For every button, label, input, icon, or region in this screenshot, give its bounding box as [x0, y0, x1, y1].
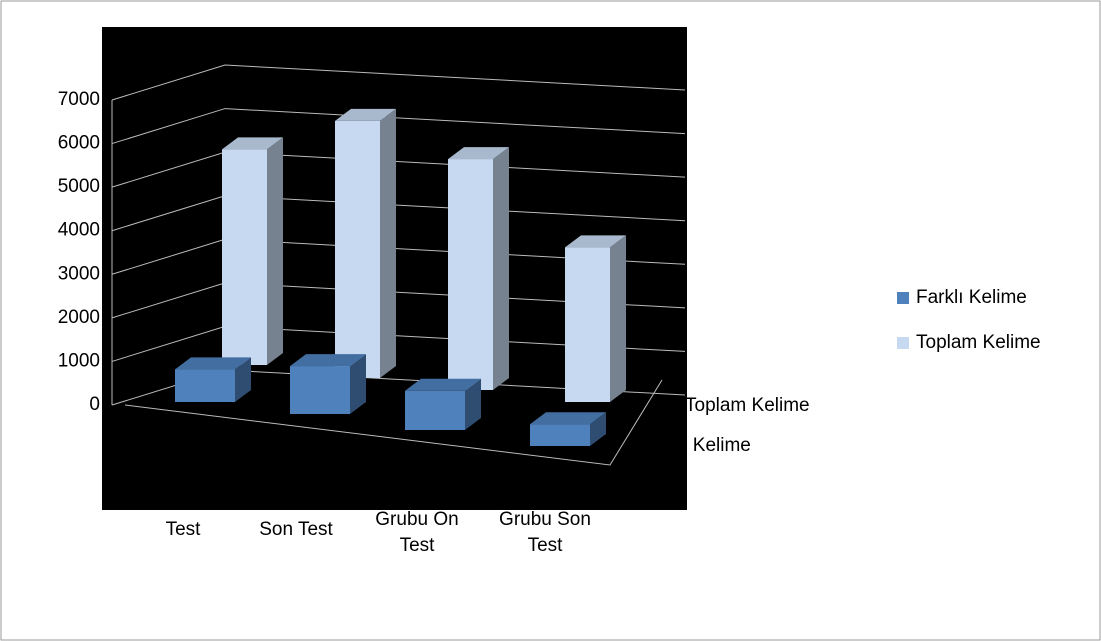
bar	[405, 390, 465, 430]
bar	[222, 149, 267, 365]
x-tick-label: Test	[166, 519, 202, 540]
bar-side	[235, 357, 251, 402]
legend-swatch	[897, 337, 909, 349]
bar-top	[175, 357, 251, 370]
bar	[290, 366, 350, 414]
bar	[530, 424, 590, 446]
bar-top	[405, 378, 481, 391]
bar-top	[448, 147, 509, 160]
x-tick-label: Grubu Son Test	[499, 509, 591, 556]
bar-top	[222, 137, 283, 150]
floor-edge	[124, 379, 663, 466]
y-tick-label: 3000	[58, 263, 100, 284]
bar-top	[565, 235, 626, 248]
bar-top	[290, 354, 366, 367]
bar-side	[380, 108, 396, 378]
depth-label: Farklı Kelime	[640, 435, 751, 456]
bar-side	[493, 147, 509, 390]
bar-side	[350, 354, 366, 414]
depth-label: Toplam Kelime	[685, 395, 810, 416]
y-tick-label: 4000	[58, 220, 100, 241]
grid-line	[111, 108, 686, 145]
bar-side	[590, 412, 606, 446]
bar	[565, 247, 610, 402]
x-tick-label: Grubu On Test	[375, 509, 458, 556]
bar-side	[465, 378, 481, 430]
y-tick-label: 0	[89, 394, 100, 415]
bar	[448, 159, 493, 390]
y-tick-label: 1000	[58, 350, 100, 371]
legend-label: Farklı Kelime	[916, 287, 1027, 308]
bar-side	[267, 137, 283, 365]
y-tick-label: 5000	[58, 176, 100, 197]
y-tick-label: 7000	[58, 89, 100, 110]
bar-side	[610, 235, 626, 402]
bar-top	[530, 412, 606, 425]
x-tick-label: Son Test	[259, 519, 333, 540]
bar-top	[335, 108, 396, 121]
legend-label: Toplam Kelime	[916, 332, 1041, 353]
legend-swatch	[897, 292, 909, 304]
bar	[335, 120, 380, 378]
bar	[175, 369, 235, 402]
grid-line	[111, 64, 686, 101]
y-tick-label: 2000	[58, 307, 100, 328]
y-tick-label: 6000	[58, 133, 100, 154]
